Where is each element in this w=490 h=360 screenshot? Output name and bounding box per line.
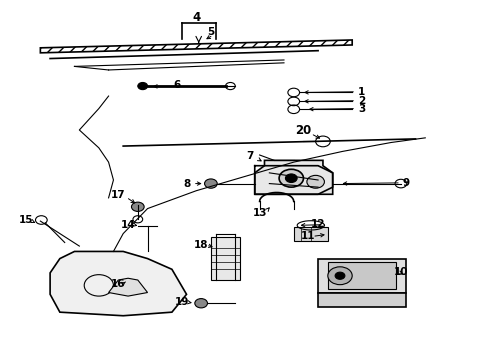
- Text: 4: 4: [192, 11, 200, 24]
- Text: 7: 7: [246, 151, 253, 161]
- Text: 20: 20: [295, 124, 312, 137]
- Bar: [211, 237, 240, 280]
- Text: 13: 13: [252, 208, 267, 218]
- Circle shape: [131, 202, 144, 211]
- Circle shape: [279, 169, 303, 187]
- Circle shape: [286, 174, 297, 183]
- Text: 16: 16: [111, 279, 125, 289]
- Text: 17: 17: [111, 190, 125, 200]
- Text: 5: 5: [207, 27, 215, 37]
- Text: 19: 19: [174, 297, 189, 307]
- Circle shape: [195, 298, 207, 308]
- Text: 18: 18: [194, 240, 208, 250]
- Circle shape: [328, 267, 352, 285]
- Text: 15: 15: [19, 215, 33, 225]
- Text: 1: 1: [358, 87, 366, 97]
- Text: 10: 10: [393, 267, 408, 277]
- Text: 3: 3: [358, 104, 366, 113]
- Polygon shape: [255, 160, 333, 194]
- Text: 12: 12: [311, 219, 325, 229]
- Bar: [318, 293, 406, 307]
- Polygon shape: [109, 278, 147, 296]
- Circle shape: [138, 82, 147, 90]
- Circle shape: [204, 179, 217, 188]
- Text: 8: 8: [183, 179, 190, 189]
- Bar: [294, 227, 328, 241]
- Text: 14: 14: [121, 220, 135, 230]
- Bar: [318, 258, 406, 293]
- Circle shape: [335, 272, 345, 279]
- Text: 9: 9: [402, 178, 409, 188]
- Bar: [328, 262, 396, 289]
- Text: 11: 11: [301, 231, 316, 242]
- Text: 2: 2: [358, 96, 366, 106]
- Circle shape: [307, 175, 324, 188]
- Polygon shape: [50, 251, 187, 316]
- Text: 6: 6: [173, 80, 180, 90]
